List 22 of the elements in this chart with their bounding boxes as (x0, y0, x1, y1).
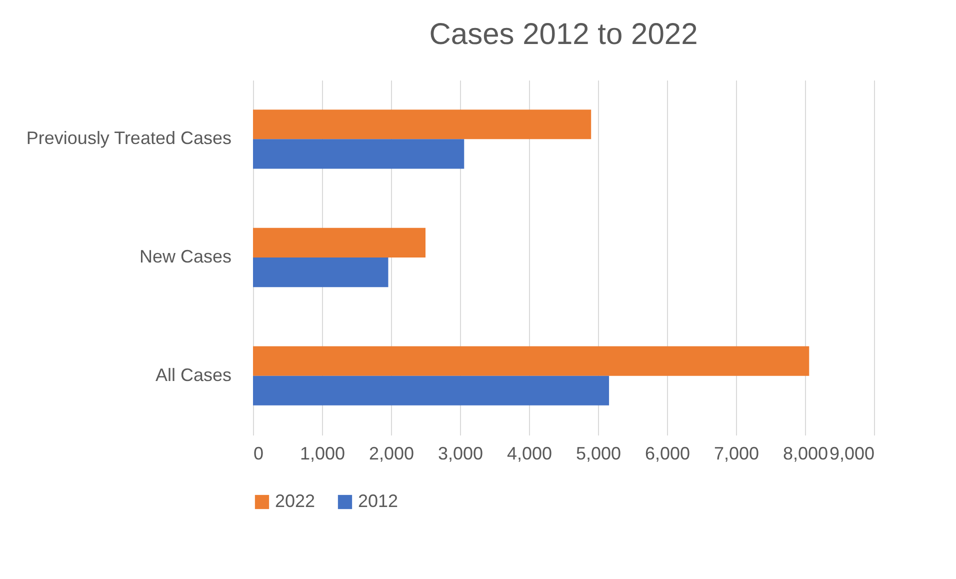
x-tick-label: 8,000 (782, 444, 828, 464)
bar (253, 258, 388, 288)
legend-label: 2022 (275, 491, 316, 511)
chart-title: Cases 2012 to 2022 (429, 18, 698, 51)
x-tick-label: 1,000 (300, 444, 346, 464)
bar (253, 110, 592, 140)
x-tick-label: 0 (254, 444, 264, 464)
bar (253, 228, 426, 258)
legend-label: 2012 (358, 491, 398, 511)
bar (253, 346, 810, 376)
y-tick-label: All Cases (155, 364, 232, 385)
bar (253, 139, 464, 169)
x-tick-label: 5,000 (576, 444, 622, 464)
y-tick-label: Previously Treated Cases (26, 128, 232, 148)
x-tick-label: 9,000 (829, 444, 874, 464)
x-tick-label: 2,000 (368, 444, 414, 464)
bar (253, 376, 610, 406)
x-tick-label: 3,000 (438, 444, 484, 464)
y-tick-label: New Cases (139, 246, 232, 266)
x-tick-label: 7,000 (714, 444, 760, 464)
x-tick-label: 4,000 (506, 444, 552, 464)
x-tick-label: 6,000 (644, 444, 690, 464)
